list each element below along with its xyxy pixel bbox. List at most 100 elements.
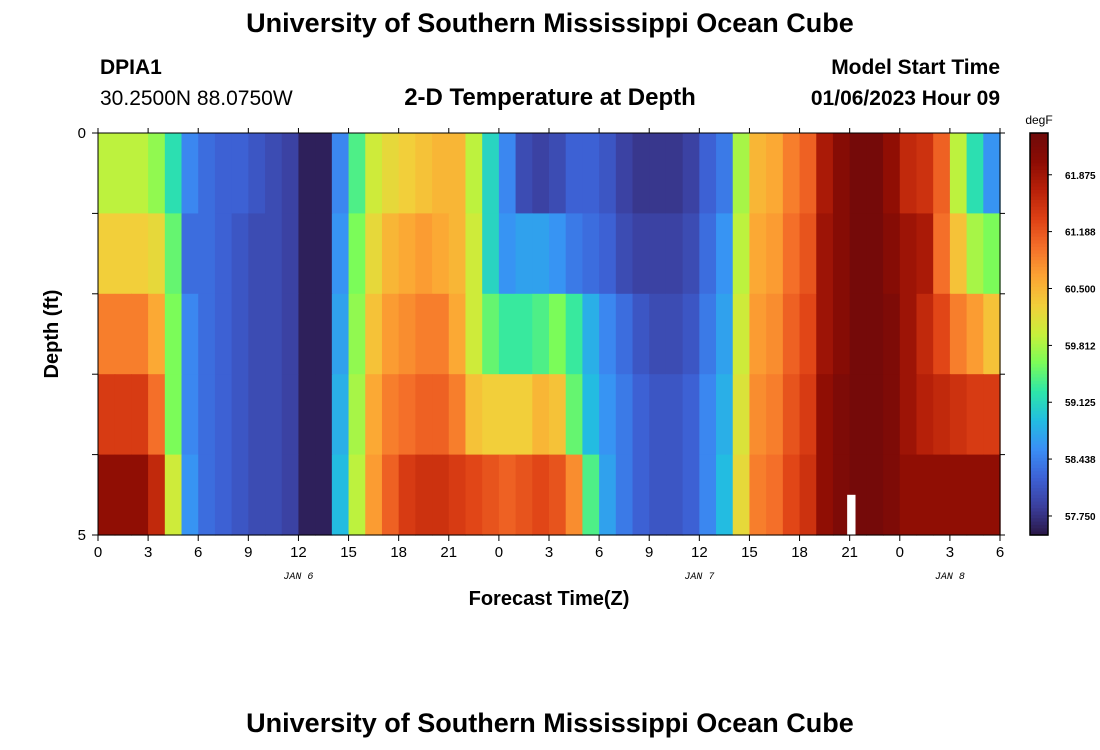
heatmap-cell [782,213,801,295]
heatmap-cell [966,213,984,295]
heatmap-cell [198,454,216,536]
heatmap-cell [966,133,984,214]
x-tick-label: 15 [741,544,758,561]
heatmap-cell [532,293,550,375]
heatmap-cell [549,293,567,375]
heatmap-cell [315,374,333,456]
heatmap-cell [866,213,884,295]
heatmap-cell [131,454,149,536]
heatmap-cell [98,454,116,536]
y-tick-label: 0 [78,125,86,142]
heatmap-cell [665,213,684,295]
colorbar-step [1030,387,1048,392]
x-tick-label: 6 [595,544,603,561]
heatmap-cell [649,454,667,536]
heatmap-cell [482,133,500,214]
heatmap-cell [465,454,483,536]
colorbar-step [1030,524,1048,529]
colorbar-step [1030,424,1048,429]
colorbar-step [1030,230,1048,235]
colorbar-step [1030,498,1048,503]
colorbar-step [1030,320,1048,325]
colorbar-step [1030,521,1048,526]
heatmap-cell [983,293,1001,375]
heatmap-cell [816,213,834,295]
heatmap-cell [565,374,583,456]
heatmap-cell [181,454,199,536]
heatmap-cell [916,293,934,375]
heatmap-cell [632,454,650,536]
heatmap-cell [164,374,183,456]
colorbar-step [1030,196,1048,201]
heatmap-cell [916,374,934,456]
colorbar-step [1030,166,1048,171]
heatmap-cell [248,213,266,295]
colorbar-step [1030,484,1048,489]
heatmap-cell [532,374,550,456]
colorbar-step [1030,504,1048,509]
colorbar-step [1030,310,1048,315]
heatmap-cell [532,454,550,536]
colorbar-step [1030,340,1048,345]
heatmap-cell [665,374,684,456]
colorbar-step [1030,133,1048,137]
heatmap-cell [365,133,383,214]
heatmap-cell [832,133,851,214]
heatmap-cell [348,213,366,295]
heatmap-cell [949,213,968,295]
heatmap-cell [298,374,316,456]
colorbar-frame [1029,132,1049,536]
heatmap-cell [916,213,934,295]
heatmap-cell [148,293,166,375]
heatmap-cell [248,133,266,214]
colorbar-step [1030,143,1048,147]
heatmap-cell [766,374,784,456]
heatmap-cell [799,293,817,375]
colorbar-step [1030,287,1048,292]
heatmap-cell [298,213,316,295]
heatmap-cell [716,374,734,456]
colorbar-step [1030,367,1048,372]
heatmap-cell [482,293,500,375]
colorbar-step [1030,136,1048,141]
heatmap-cell [398,213,416,295]
colorbar: 57.750 58.438 59.125 59.812 60.500 61.188 61.8… [1029,132,1096,536]
colorbar-step [1030,267,1048,271]
colorbar-step [1030,139,1048,144]
colorbar-step [1030,146,1048,151]
colorbar-tick-label: 58.438 [1065,455,1096,466]
missing-data-gap [847,494,856,535]
heatmap-cell [181,133,199,214]
colorbar-step [1030,256,1048,261]
heatmap-cell [732,374,751,456]
heatmap-cell [682,133,700,214]
colorbar-step [1030,223,1048,228]
colorbar-step [1030,303,1048,308]
colorbar-step [1030,434,1048,439]
heatmap-cell [933,293,951,375]
heatmap-cell [281,213,300,295]
colorbar-step [1030,360,1048,365]
colorbar-step [1030,323,1048,328]
colorbar-step [1030,437,1048,442]
colorbar-step [1030,263,1048,268]
heatmap-cell [214,213,233,295]
colorbar-step [1030,334,1048,338]
colorbar-step [1030,200,1048,204]
heatmap-cell [716,133,734,214]
heatmap-cell [198,133,216,214]
colorbar-step [1030,407,1048,412]
heatmap-cell [532,133,550,214]
heatmap-cell [549,213,567,295]
colorbar-step [1030,404,1048,409]
heatmap-cell [749,454,767,536]
heatmap-cell [866,133,884,214]
heatmap-cell [198,374,216,456]
heatmap-cell [315,293,333,375]
colorbar-step [1030,421,1048,426]
colorbar-step [1030,374,1048,379]
x-tick-label: 21 [440,544,457,561]
heatmap-cell [498,213,517,295]
heatmap-cell [465,133,483,214]
heatmap-cell [549,133,567,214]
